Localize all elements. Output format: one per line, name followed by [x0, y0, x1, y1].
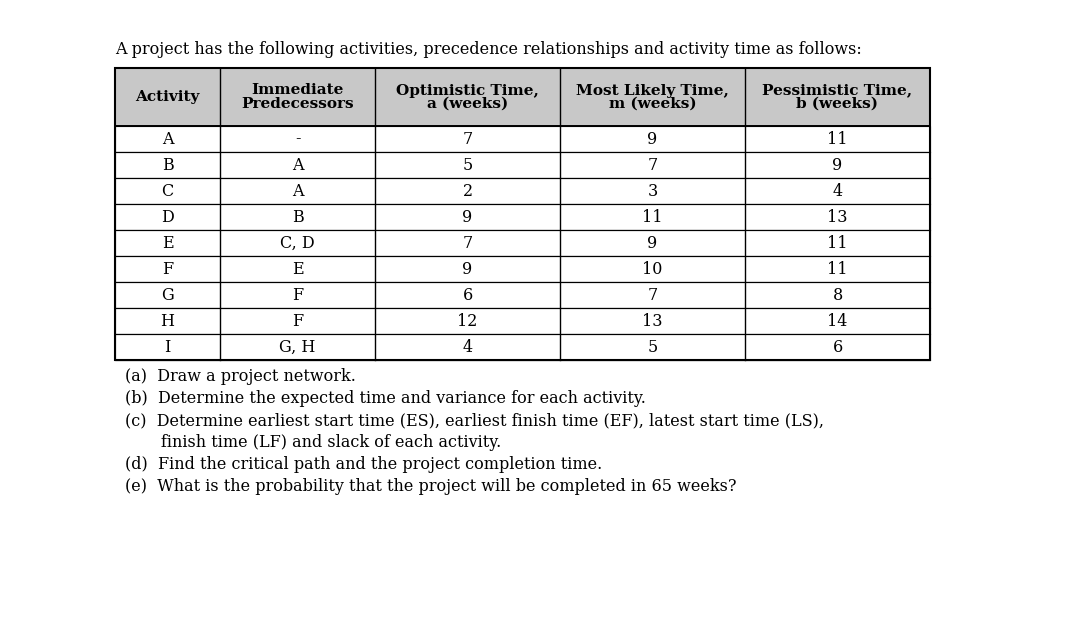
Text: 9: 9: [647, 130, 657, 147]
Text: E: E: [291, 261, 303, 277]
Text: 4: 4: [832, 182, 843, 199]
Text: Predecessors: Predecessors: [242, 96, 354, 111]
Text: 10: 10: [642, 261, 663, 277]
Text: (e)  What is the probability that the project will be completed in 65 weeks?: (e) What is the probability that the pro…: [125, 478, 737, 495]
Bar: [115, 178, 930, 204]
Text: 9: 9: [832, 156, 843, 173]
Text: (b)  Determine the expected time and variance for each activity.: (b) Determine the expected time and vari…: [125, 390, 646, 407]
Text: B: B: [162, 156, 174, 173]
Text: F: F: [292, 287, 303, 303]
Text: B: B: [291, 208, 303, 225]
Text: 11: 11: [828, 234, 848, 251]
Text: 11: 11: [828, 261, 848, 277]
Text: 6: 6: [832, 339, 843, 356]
Bar: [115, 282, 930, 308]
Text: 7: 7: [647, 287, 657, 303]
Text: a (weeks): a (weeks): [427, 96, 508, 111]
Text: Pessimistic Time,: Pessimistic Time,: [763, 84, 913, 97]
Bar: [115, 152, 930, 178]
Text: A: A: [291, 182, 303, 199]
Text: 9: 9: [647, 234, 657, 251]
Text: A: A: [291, 156, 303, 173]
Text: (c)  Determine earliest start time (ES), earliest finish time (EF), latest start: (c) Determine earliest start time (ES), …: [125, 412, 824, 429]
Bar: [115, 308, 930, 334]
Text: 4: 4: [463, 339, 473, 356]
Text: A: A: [162, 130, 174, 147]
Text: C, D: C, D: [281, 234, 315, 251]
Text: (a)  Draw a project network.: (a) Draw a project network.: [125, 368, 356, 385]
Text: I: I: [164, 339, 170, 356]
Text: Immediate: Immediate: [251, 84, 344, 97]
Text: 11: 11: [642, 208, 663, 225]
Text: 14: 14: [828, 313, 848, 330]
Text: Optimistic Time,: Optimistic Time,: [396, 84, 538, 97]
Text: (d)  Find the critical path and the project completion time.: (d) Find the critical path and the proje…: [125, 456, 602, 473]
Text: -: -: [295, 130, 300, 147]
Text: F: F: [162, 261, 173, 277]
Text: finish time (LF) and slack of each activity.: finish time (LF) and slack of each activ…: [125, 434, 502, 451]
Text: 7: 7: [463, 234, 473, 251]
Text: m (weeks): m (weeks): [609, 96, 696, 111]
Text: 6: 6: [463, 287, 473, 303]
Text: 5: 5: [463, 156, 473, 173]
Text: 3: 3: [647, 182, 657, 199]
Text: G, H: G, H: [279, 339, 316, 356]
Text: b (weeks): b (weeks): [796, 96, 878, 111]
Text: 5: 5: [647, 339, 657, 356]
Text: 2: 2: [463, 182, 473, 199]
Bar: [115, 334, 930, 360]
Text: C: C: [162, 182, 174, 199]
Bar: [115, 204, 930, 230]
Text: 13: 13: [828, 208, 848, 225]
Text: G: G: [161, 287, 174, 303]
Text: Most Likely Time,: Most Likely Time,: [576, 84, 729, 97]
Bar: [115, 230, 930, 256]
Bar: [115, 256, 930, 282]
Text: Activity: Activity: [135, 90, 200, 104]
Text: D: D: [161, 208, 174, 225]
Text: H: H: [161, 313, 175, 330]
Text: 11: 11: [828, 130, 848, 147]
Text: F: F: [292, 313, 303, 330]
Bar: [115, 68, 930, 360]
Text: 7: 7: [463, 130, 473, 147]
Text: 8: 8: [832, 287, 843, 303]
Text: 9: 9: [463, 261, 473, 277]
Text: E: E: [162, 234, 174, 251]
Text: 9: 9: [463, 208, 473, 225]
Bar: [115, 68, 930, 126]
Text: 13: 13: [642, 313, 663, 330]
Bar: [115, 126, 930, 152]
Text: 7: 7: [647, 156, 657, 173]
Text: A project has the following activities, precedence relationships and activity ti: A project has the following activities, …: [115, 42, 862, 58]
Text: 12: 12: [457, 313, 478, 330]
